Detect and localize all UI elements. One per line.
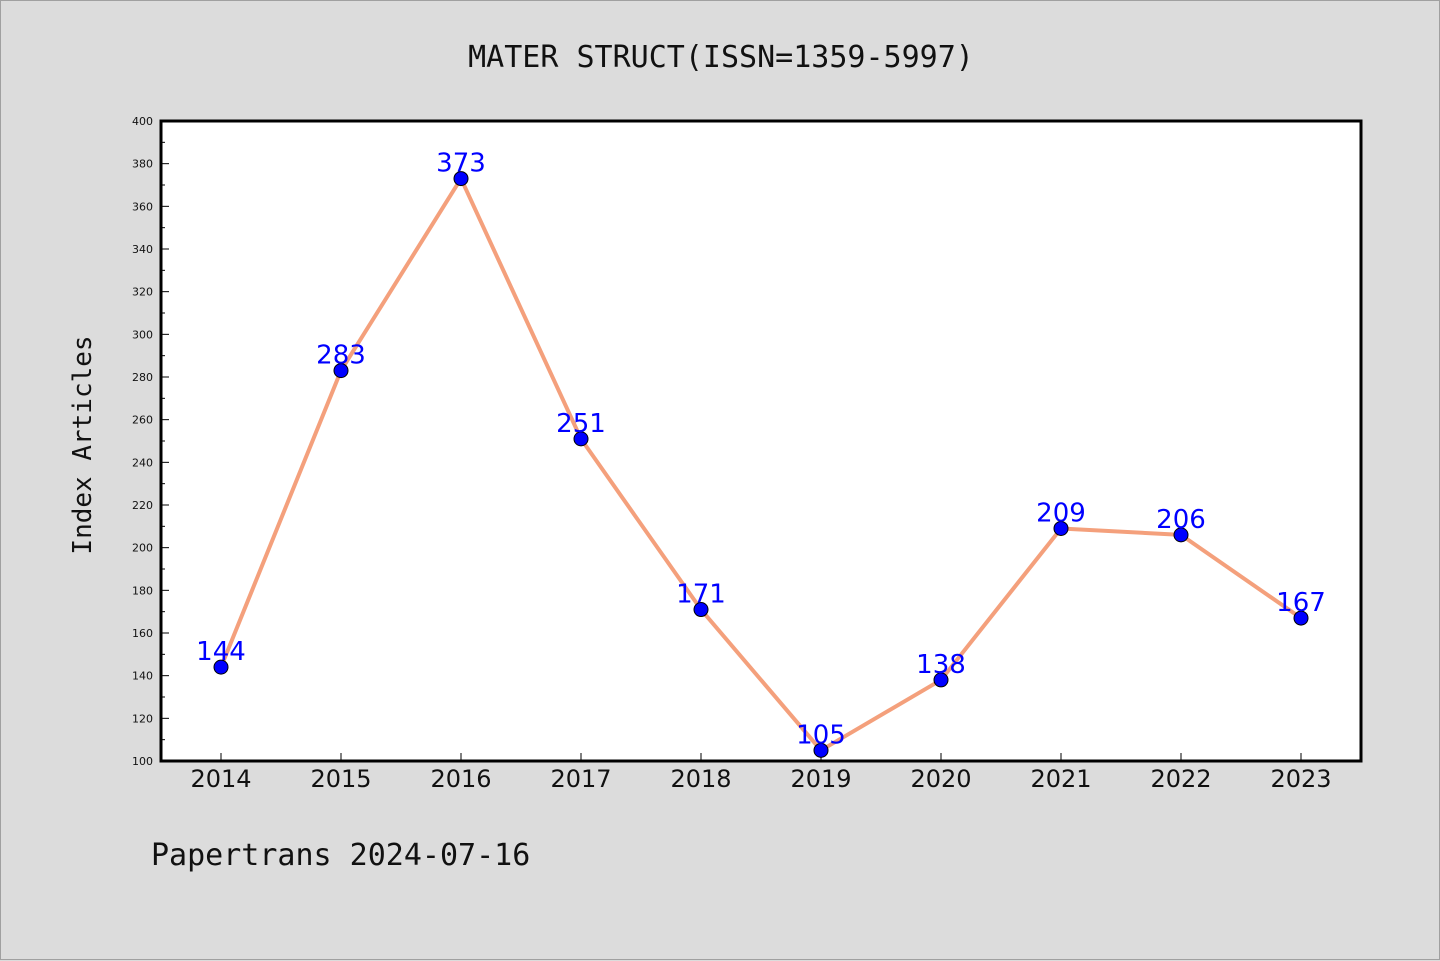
data-point-marker: [213, 659, 229, 675]
y-tick-label: 160: [132, 627, 153, 640]
data-label: 144: [196, 637, 246, 667]
x-tick-label: 2021: [1030, 765, 1091, 793]
x-axis-ticks: 2014 2015 2016 2017 2018 2019 2020 2021 2022 2023: [190, 753, 1332, 793]
y-tick-label: 140: [132, 670, 153, 683]
data-label-group: 144 283 373 251 171 105 138 209 206 167: [196, 149, 1326, 751]
footer-text: Papertrans 2024-07-16: [151, 838, 530, 873]
data-point-marker: [453, 171, 469, 187]
data-point-marker: [333, 363, 349, 379]
data-point-marker: [1053, 520, 1069, 536]
y-tick-label: 220: [132, 499, 153, 512]
plot-area: [159, 119, 1363, 763]
data-label: 251: [556, 409, 606, 439]
x-tick-label: 2016: [430, 765, 491, 793]
x-tick-label: 2022: [1150, 765, 1211, 793]
data-label: 209: [1036, 498, 1086, 528]
series-line: [219, 176, 1303, 753]
y-tick-label: 280: [132, 371, 153, 384]
y-axis-label: Index Articles: [68, 335, 98, 554]
data-label: 167: [1276, 588, 1326, 618]
data-label: 171: [676, 580, 726, 610]
data-point-marker: [933, 672, 949, 688]
y-tick-label: 400: [132, 115, 153, 128]
y-tick-label: 120: [132, 712, 153, 725]
data-label: 206: [1156, 505, 1206, 535]
data-point-marker: [1293, 610, 1309, 626]
x-tick-label: 2019: [790, 765, 851, 793]
y-tick-label: 380: [132, 158, 153, 171]
x-tick-label: 2020: [910, 765, 971, 793]
y-axis-ticks: 100 120 140 160 180 200 220 240 260 280 300 320 340 3…: [132, 115, 169, 768]
x-tick-label: 2018: [670, 765, 731, 793]
data-point-marker: [573, 431, 589, 447]
series-line-group: [219, 176, 1303, 753]
y-tick-label: 300: [132, 328, 153, 341]
y-tick-label: 340: [132, 243, 153, 256]
x-tick-label: 2015: [310, 765, 371, 793]
data-label: 283: [316, 341, 366, 371]
y-tick-label: 240: [132, 456, 153, 469]
x-tick-label: 2014: [190, 765, 251, 793]
y-tick-label: 320: [132, 286, 153, 299]
data-point-marker: [813, 742, 829, 758]
y-tick-label: 180: [132, 584, 153, 597]
marker-group: [213, 171, 1309, 758]
chart-title: MATER STRUCT(ISSN=1359-5997): [468, 40, 974, 75]
y-tick-label: 260: [132, 414, 153, 427]
data-label: 138: [916, 650, 966, 680]
y-tick-label: 360: [132, 200, 153, 213]
x-tick-label: 2017: [550, 765, 611, 793]
data-point-marker: [693, 602, 709, 618]
data-label: 105: [796, 720, 846, 750]
data-point-marker: [1173, 527, 1189, 543]
x-tick-label: 2023: [1270, 765, 1331, 793]
y-tick-label: 200: [132, 542, 153, 555]
y-tick-label: 100: [132, 755, 153, 768]
data-label: 373: [436, 149, 486, 179]
